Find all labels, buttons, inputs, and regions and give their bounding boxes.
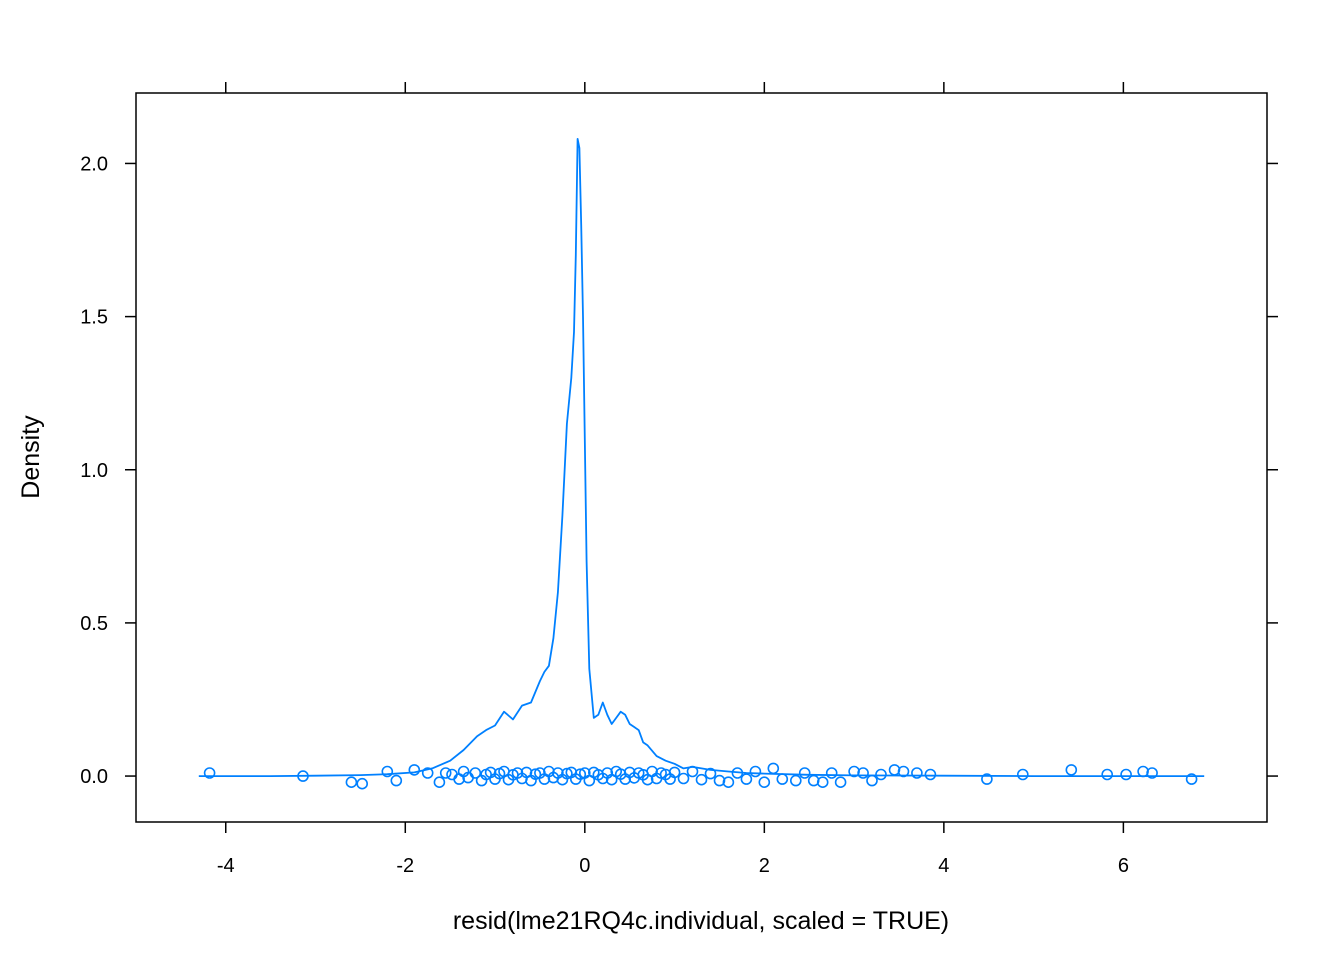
- residual-point: [740, 773, 753, 785]
- y-tick-label: 2.0: [80, 153, 108, 175]
- residual-point: [767, 762, 780, 775]
- residual-point: [408, 764, 421, 776]
- residual-point: [439, 767, 452, 779]
- plot-data: [198, 137, 1205, 790]
- residual-point: [695, 773, 708, 786]
- residual-point: [677, 772, 690, 785]
- y-tick-label: 0.5: [80, 613, 108, 635]
- residual-point: [1185, 773, 1198, 785]
- y-tick-label: 0.0: [80, 766, 108, 788]
- residual-point: [433, 776, 446, 789]
- residual-point: [857, 767, 869, 779]
- residual-point: [421, 767, 434, 779]
- y-tick-label: 1.5: [80, 307, 108, 329]
- residual-point: [1120, 768, 1132, 781]
- residual-point: [776, 773, 789, 785]
- residual-point: [356, 777, 369, 790]
- x-tick-label: 2: [759, 855, 770, 877]
- residual-point: [816, 776, 829, 789]
- residual-point: [1101, 768, 1113, 781]
- x-axis-title: resid(lme21RQ4c.individual, scaled = TRU…: [453, 907, 949, 935]
- residual-point: [704, 767, 717, 780]
- residual-point: [749, 765, 762, 778]
- x-tick-label: -2: [396, 855, 414, 877]
- residual-point: [203, 767, 216, 779]
- y-axis-title: Density: [17, 415, 45, 499]
- x-tick-label: -4: [217, 855, 235, 877]
- residual-point: [345, 776, 358, 789]
- residual-point: [297, 770, 309, 782]
- residual-point: [561, 767, 573, 780]
- x-tick-label: 0: [579, 855, 590, 877]
- residual-point: [574, 768, 587, 781]
- residual-point: [911, 767, 923, 779]
- residual-point: [529, 768, 542, 781]
- axis-ticks: -4 -2 0 2 4 6 0.0 0.5 1.0 1.5 2.0: [80, 82, 1278, 877]
- residual-point: [390, 774, 403, 787]
- residual-point: [686, 765, 699, 778]
- residual-point: [789, 774, 802, 787]
- residual-point: [469, 767, 482, 779]
- residual-point: [798, 767, 811, 779]
- residual-point: [381, 765, 394, 778]
- residual-point: [825, 767, 838, 779]
- residual-point: [875, 768, 887, 781]
- residual-point: [866, 774, 878, 787]
- residual-point: [981, 773, 993, 785]
- x-tick-label: 4: [938, 855, 949, 877]
- y-tick-label: 1.0: [80, 460, 108, 482]
- residual-point: [834, 776, 847, 789]
- x-tick-label: 6: [1118, 855, 1129, 877]
- residual-point: [758, 776, 771, 789]
- residual-point: [731, 767, 744, 779]
- residual-point: [722, 776, 735, 789]
- plot-panel-border: [135, 92, 1268, 823]
- residual-point: [924, 768, 937, 781]
- residual-point: [897, 765, 910, 778]
- residual-point: [1016, 768, 1029, 781]
- residual-point: [1065, 764, 1078, 776]
- residual-point: [668, 766, 681, 779]
- residual-point: [1146, 767, 1158, 779]
